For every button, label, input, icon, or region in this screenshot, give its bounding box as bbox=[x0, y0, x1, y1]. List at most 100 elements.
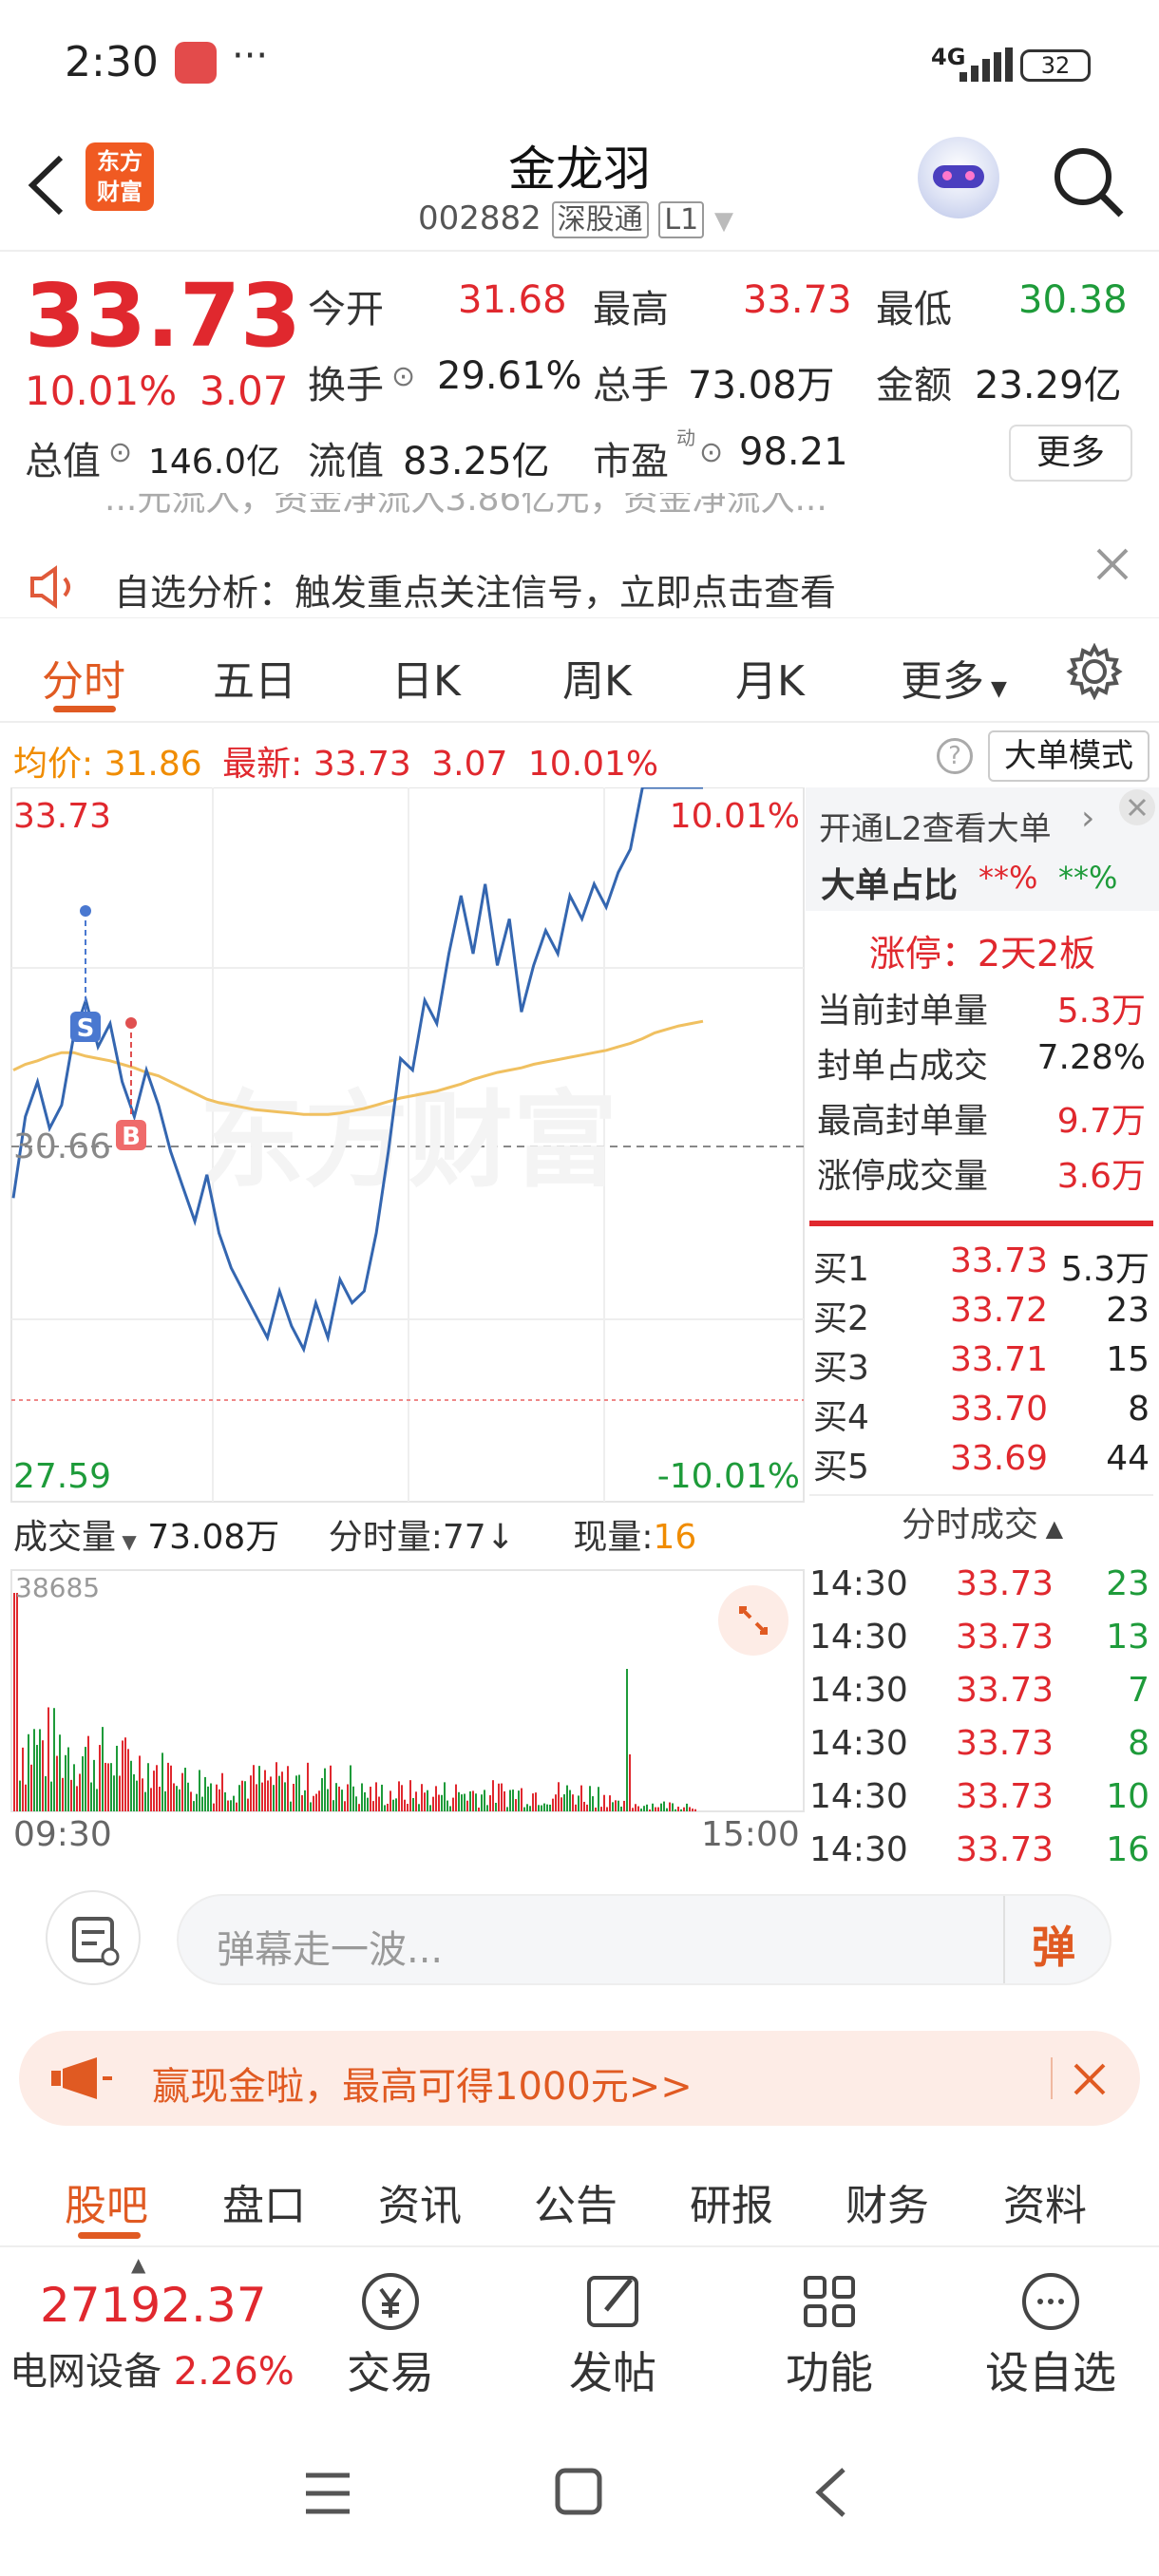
index-name: 电网设备 bbox=[10, 2350, 162, 2394]
time-end: 15:00 bbox=[701, 1815, 800, 1854]
avg-price-line bbox=[12, 1019, 704, 1116]
menu-icon[interactable] bbox=[302, 2470, 353, 2517]
promo-banner[interactable]: 赢现金啦，最高可得1000元>> bbox=[19, 2031, 1140, 2126]
volume-bar bbox=[318, 1790, 320, 1811]
orderbook-price: 33.70 bbox=[950, 1390, 1049, 1429]
volume-bar bbox=[646, 1804, 648, 1811]
danmu-settings-icon[interactable] bbox=[46, 1890, 141, 1985]
volume-bar bbox=[592, 1796, 594, 1811]
volume-bar bbox=[546, 1804, 548, 1811]
gear-icon[interactable] bbox=[1066, 643, 1123, 700]
promo-text: 赢现金啦，最高可得1000元>> bbox=[152, 2065, 693, 2109]
orderbook-price: 33.71 bbox=[950, 1340, 1049, 1379]
orderbook-row[interactable]: 买5 33.69 44 bbox=[813, 1439, 1153, 1488]
volume-bar bbox=[418, 1804, 420, 1811]
tab-finance[interactable]: 财务 bbox=[846, 2182, 929, 2230]
notice-banner[interactable]: ...元流入，资金净流入3.86亿元，资金净流入... 自选分析：触发重点关注信… bbox=[0, 493, 1159, 618]
post-button[interactable]: 发帖 bbox=[551, 2268, 674, 2401]
volume-bar bbox=[549, 1804, 551, 1811]
volume-bar bbox=[28, 1733, 29, 1811]
orderbook-row[interactable]: 买4 33.70 8 bbox=[813, 1390, 1153, 1439]
volume-bar bbox=[512, 1790, 514, 1811]
volume-bar bbox=[82, 1756, 84, 1811]
volume-bar bbox=[458, 1791, 460, 1811]
volume-bar bbox=[85, 1747, 86, 1811]
avg-label: 均价: bbox=[13, 745, 94, 784]
home-icon[interactable] bbox=[553, 2466, 604, 2517]
volume-bar bbox=[575, 1804, 577, 1811]
volume-label: 成交量 bbox=[13, 1518, 117, 1557]
tab-news[interactable]: 资讯 bbox=[378, 2182, 462, 2230]
battery-level: 32 bbox=[1040, 52, 1071, 79]
volume-bar bbox=[227, 1800, 229, 1811]
close-icon[interactable] bbox=[1092, 544, 1132, 584]
orderbook-row[interactable]: 买2 33.72 23 bbox=[813, 1291, 1153, 1340]
tab-intraday[interactable]: 分时 bbox=[42, 657, 125, 706]
danmu-send-button[interactable]: 弹 bbox=[1032, 1922, 1075, 1973]
tab-profile[interactable]: 资料 bbox=[1003, 2182, 1087, 2230]
back-arrow-icon[interactable] bbox=[23, 152, 70, 218]
orderbook-row[interactable]: 买1 33.73 5.3万 bbox=[813, 1241, 1153, 1291]
bigorder-mode-button[interactable]: 大单模式 bbox=[988, 730, 1150, 782]
limitup-row-value: 7.28% bbox=[1036, 1038, 1146, 1077]
amount-value: 23.29亿 bbox=[975, 364, 1122, 407]
danmu-input[interactable]: 弹幕走一波... 弹 bbox=[177, 1894, 1112, 1985]
trade-row: 14:30 33.73 8 bbox=[809, 1724, 1153, 1777]
trade-button[interactable]: 交易 bbox=[329, 2268, 452, 2401]
volume-bar bbox=[267, 1780, 269, 1811]
info-dots-icon[interactable]: ⊙ bbox=[699, 436, 724, 469]
volume-bar bbox=[167, 1762, 169, 1811]
close-icon[interactable] bbox=[1070, 2059, 1110, 2099]
more-button[interactable]: 更多 bbox=[1009, 425, 1132, 482]
index-ticker[interactable]: ▲ 27192.37 电网设备 2.26% bbox=[0, 2249, 294, 2401]
back-icon[interactable] bbox=[809, 2464, 851, 2521]
eastmoney-logo[interactable]: 东方 财富 bbox=[86, 142, 154, 211]
tab-weekly-k[interactable]: 周K bbox=[562, 657, 632, 706]
bigorder-value-1: **% bbox=[978, 860, 1038, 896]
tab-pankou[interactable]: 盘口 bbox=[222, 2182, 306, 2230]
robot-assistant-icon[interactable] bbox=[918, 137, 999, 218]
volume-bar bbox=[176, 1786, 178, 1811]
volume-bar bbox=[663, 1801, 665, 1811]
l2-promo-panel[interactable]: 开通L2查看大单 › 大单占比 **% **% bbox=[806, 787, 1159, 911]
tab-monthly-k[interactable]: 月K bbox=[735, 657, 805, 706]
volume-bar bbox=[162, 1752, 163, 1811]
orderbook-row[interactable]: 买3 33.71 15 bbox=[813, 1340, 1153, 1390]
volume-bar bbox=[99, 1745, 101, 1811]
info-dots-icon[interactable]: ⊙ bbox=[391, 360, 416, 393]
volume-bar bbox=[76, 1786, 78, 1811]
section-tabs: 股吧 盘口 资讯 公告 研报 财务 资料 bbox=[0, 2143, 1159, 2247]
function-button[interactable]: 功能 bbox=[768, 2268, 891, 2401]
buy-marker[interactable] bbox=[116, 1120, 146, 1150]
volume-bar bbox=[62, 1777, 64, 1811]
search-icon[interactable] bbox=[1051, 144, 1127, 220]
expand-icon[interactable] bbox=[718, 1585, 788, 1656]
stock-code-row[interactable]: 002882 深股通 L1 ▼ bbox=[418, 196, 733, 238]
tab-guba[interactable]: 股吧 bbox=[65, 2182, 148, 2230]
logo-line1: 东方 bbox=[97, 148, 142, 175]
volume-bar bbox=[301, 1794, 303, 1811]
app-notification-icon bbox=[175, 42, 217, 84]
trade-time: 14:30 bbox=[809, 1724, 908, 1763]
volume-bar bbox=[324, 1768, 326, 1811]
index-row: 电网设备 2.26% bbox=[10, 2340, 294, 2396]
volume-bar bbox=[25, 1784, 27, 1811]
tab-announcements[interactable]: 公告 bbox=[534, 2182, 618, 2230]
intraday-chart[interactable]: 东方财富 S B 33.73 30.66 27.59 10.01% -10.01… bbox=[0, 787, 808, 1861]
help-icon[interactable]: ? bbox=[937, 738, 973, 774]
volume-bar bbox=[384, 1805, 386, 1811]
volume-bar bbox=[378, 1796, 380, 1811]
level-tag: L1 bbox=[658, 201, 705, 238]
tab-daily-k[interactable]: 日K bbox=[391, 657, 461, 706]
sell-marker[interactable] bbox=[70, 1012, 101, 1042]
trades-header[interactable]: 分时成交 ▲ bbox=[806, 1496, 1159, 1555]
tab-more[interactable]: 更多 ▼ bbox=[901, 647, 1007, 708]
volume-bar bbox=[19, 1780, 21, 1811]
add-watchlist-button[interactable]: 设自选 bbox=[975, 2268, 1127, 2401]
info-dots-icon[interactable]: ⊙ bbox=[108, 436, 133, 469]
tab-research[interactable]: 研报 bbox=[690, 2182, 773, 2230]
volume-selector[interactable]: 成交量 ▼ bbox=[13, 1518, 137, 1557]
open-value: 31.68 bbox=[458, 278, 567, 322]
l2-close-icon[interactable] bbox=[1119, 789, 1155, 825]
tab-5day[interactable]: 五日 bbox=[213, 657, 296, 706]
